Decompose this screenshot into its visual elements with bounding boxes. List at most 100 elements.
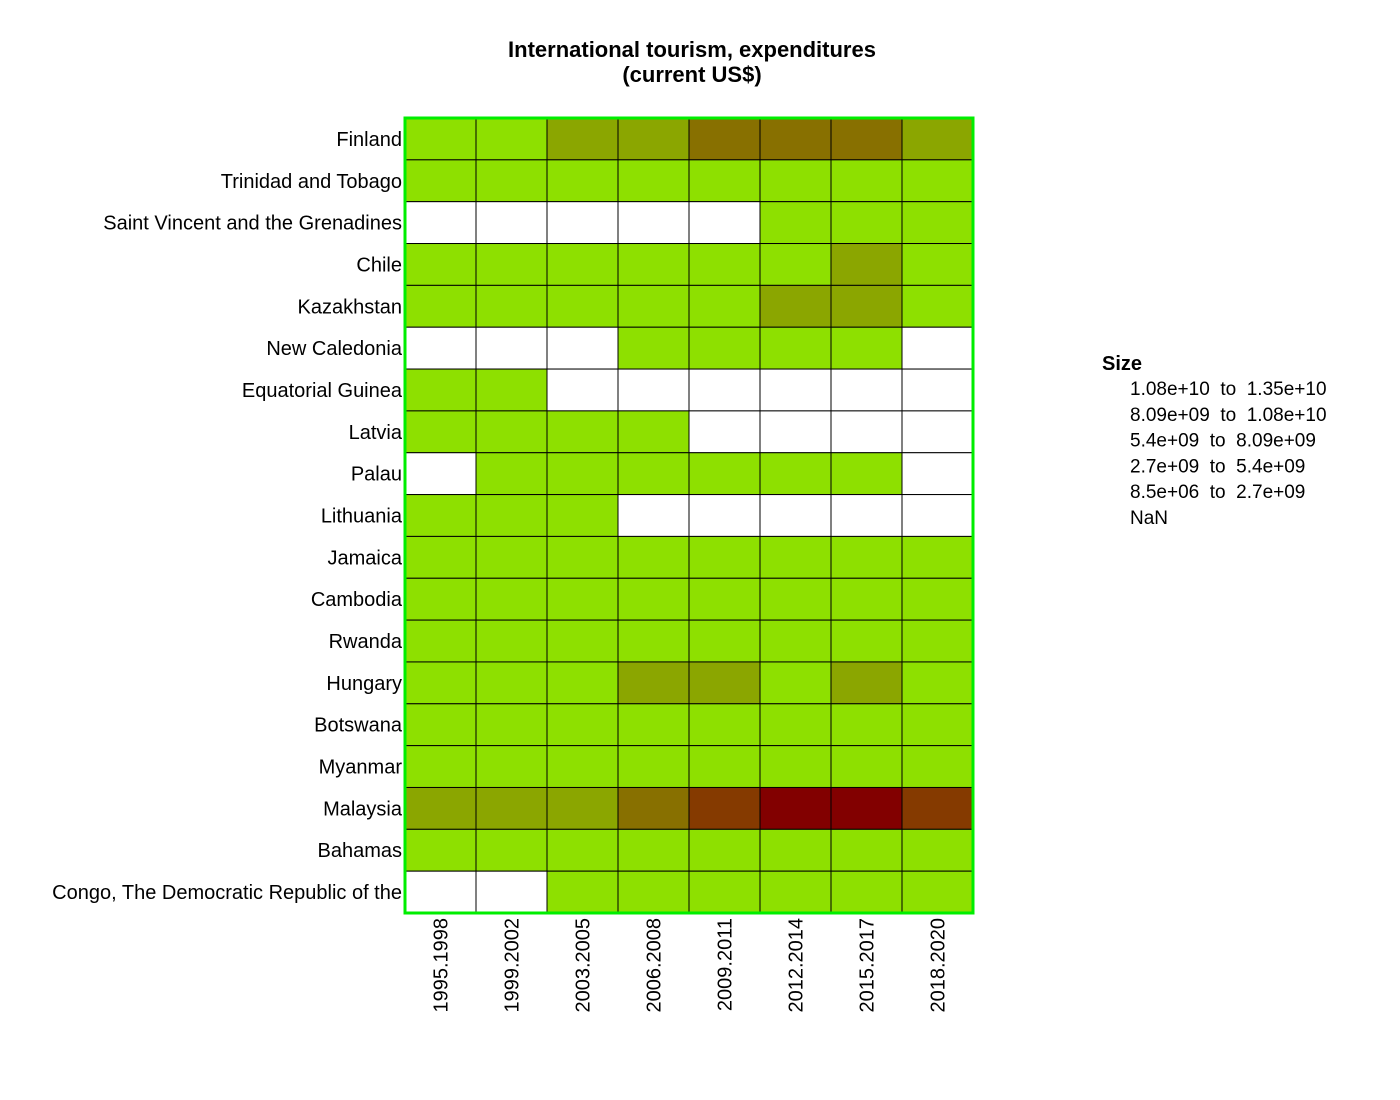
heatmap-cell [901, 452, 974, 496]
chart-title-line-1: International tourism, expenditures [508, 37, 876, 62]
heatmap-cell [901, 326, 974, 370]
heatmap-cell [546, 410, 619, 454]
heatmap-cell [901, 368, 974, 412]
heatmap-cell [617, 870, 690, 914]
heatmap-cell [688, 661, 761, 705]
heatmap-cell [475, 661, 548, 705]
heatmap-cell [546, 577, 619, 621]
heatmap-cell [404, 243, 477, 286]
heatmap-cell [901, 703, 974, 747]
heatmap-cell [830, 284, 903, 328]
row-label: Chile [356, 254, 402, 276]
heatmap-cell [901, 745, 974, 788]
row-label: Jamaica [328, 547, 403, 569]
heatmap-cell [617, 326, 690, 370]
heatmap-cell [617, 159, 690, 203]
heatmap-cell [404, 828, 477, 872]
heatmap-cell [546, 661, 619, 705]
chart-title: International tourism, expenditures(curr… [508, 37, 876, 87]
heatmap-cell [759, 745, 832, 788]
heatmap-cell [617, 703, 690, 747]
heatmap-cell [688, 159, 761, 203]
heatmap-cell [546, 243, 619, 286]
heatmap-cell [688, 703, 761, 747]
heatmap-cell [404, 535, 477, 579]
heatmap-cell [404, 159, 477, 203]
heatmap-cell [546, 870, 619, 914]
column-label: 2015.2017 [857, 918, 879, 1013]
row-label: Lithuania [321, 506, 403, 528]
row-label: Cambodia [311, 589, 403, 611]
heatmap-cell [830, 326, 903, 370]
heatmap-cell [759, 326, 832, 370]
heatmap-cell [830, 368, 903, 412]
heatmap-cell [404, 619, 477, 663]
heatmap-cell [688, 745, 761, 788]
heatmap-cell [546, 368, 619, 412]
heatmap-cell [404, 703, 477, 747]
heatmap-cell [617, 786, 690, 830]
heatmap-cell [901, 828, 974, 872]
column-label: 1999.2002 [502, 918, 524, 1013]
heatmap-cell [475, 535, 548, 579]
heatmap-cell [475, 786, 548, 830]
heatmap-cell [759, 410, 832, 454]
row-label: Hungary [326, 673, 402, 695]
heatmap-cell [617, 745, 690, 788]
heatmap-cell [617, 201, 690, 245]
heatmap-cell [901, 535, 974, 579]
heatmap-cell [546, 494, 619, 537]
chart-title-line-2: (current US$) [622, 62, 761, 87]
heatmap-cell [759, 159, 832, 203]
heatmap-cell [830, 410, 903, 454]
heatmap-cell [830, 870, 903, 914]
heatmap-cell [404, 494, 477, 537]
heatmap-cell [688, 619, 761, 663]
heatmap-cell [759, 828, 832, 872]
heatmap-cell [901, 159, 974, 203]
heatmap-cell [759, 284, 832, 328]
heatmap-cell [901, 661, 974, 705]
heatmap-cell [688, 284, 761, 328]
legend-title: Size [1102, 353, 1142, 375]
heatmap-cell [546, 535, 619, 579]
heatmap-cell [830, 577, 903, 621]
heatmap-cell [759, 117, 832, 161]
heatmap-cell [475, 494, 548, 537]
heatmap-cell [404, 745, 477, 788]
heatmap-cell [546, 619, 619, 663]
heatmap-cell [404, 284, 477, 328]
heatmap-cell [475, 284, 548, 328]
row-label: Malaysia [323, 798, 403, 820]
heatmap-cell [759, 703, 832, 747]
heatmap-cell [617, 494, 690, 537]
heatmap-cell [688, 535, 761, 579]
heatmap-cell [404, 661, 477, 705]
heatmap-cell [759, 786, 832, 830]
heatmap-cell [404, 410, 477, 454]
heatmap-cell [404, 368, 477, 412]
heatmap-cell [830, 828, 903, 872]
column-label: 2009.2011 [715, 918, 737, 1011]
heatmap-cell [475, 828, 548, 872]
legend-item: 2.7e+09 to 5.4e+09 [1130, 456, 1305, 477]
row-label: Palau [351, 464, 402, 486]
heatmap-cell [475, 117, 548, 161]
heatmap-cells [404, 117, 974, 914]
column-label: 2003.2005 [573, 918, 595, 1013]
heatmap-cell [546, 703, 619, 747]
heatmap-cell [901, 201, 974, 245]
column-label: 2012.2014 [786, 918, 808, 1013]
heatmap-cell [404, 786, 477, 830]
legend-item: 8.5e+06 to 2.7e+09 [1130, 482, 1305, 503]
plot-frame [403, 116, 975, 915]
heatmap-cell [475, 703, 548, 747]
heatmap-cell [759, 368, 832, 412]
column-label: 2018.2020 [928, 918, 950, 1013]
row-label: Congo, The Democratic Republic of the [52, 882, 402, 904]
heatmap-cell [617, 452, 690, 496]
heatmap-cell [830, 535, 903, 579]
heatmap-cell [617, 577, 690, 621]
heatmap-cell [546, 326, 619, 370]
